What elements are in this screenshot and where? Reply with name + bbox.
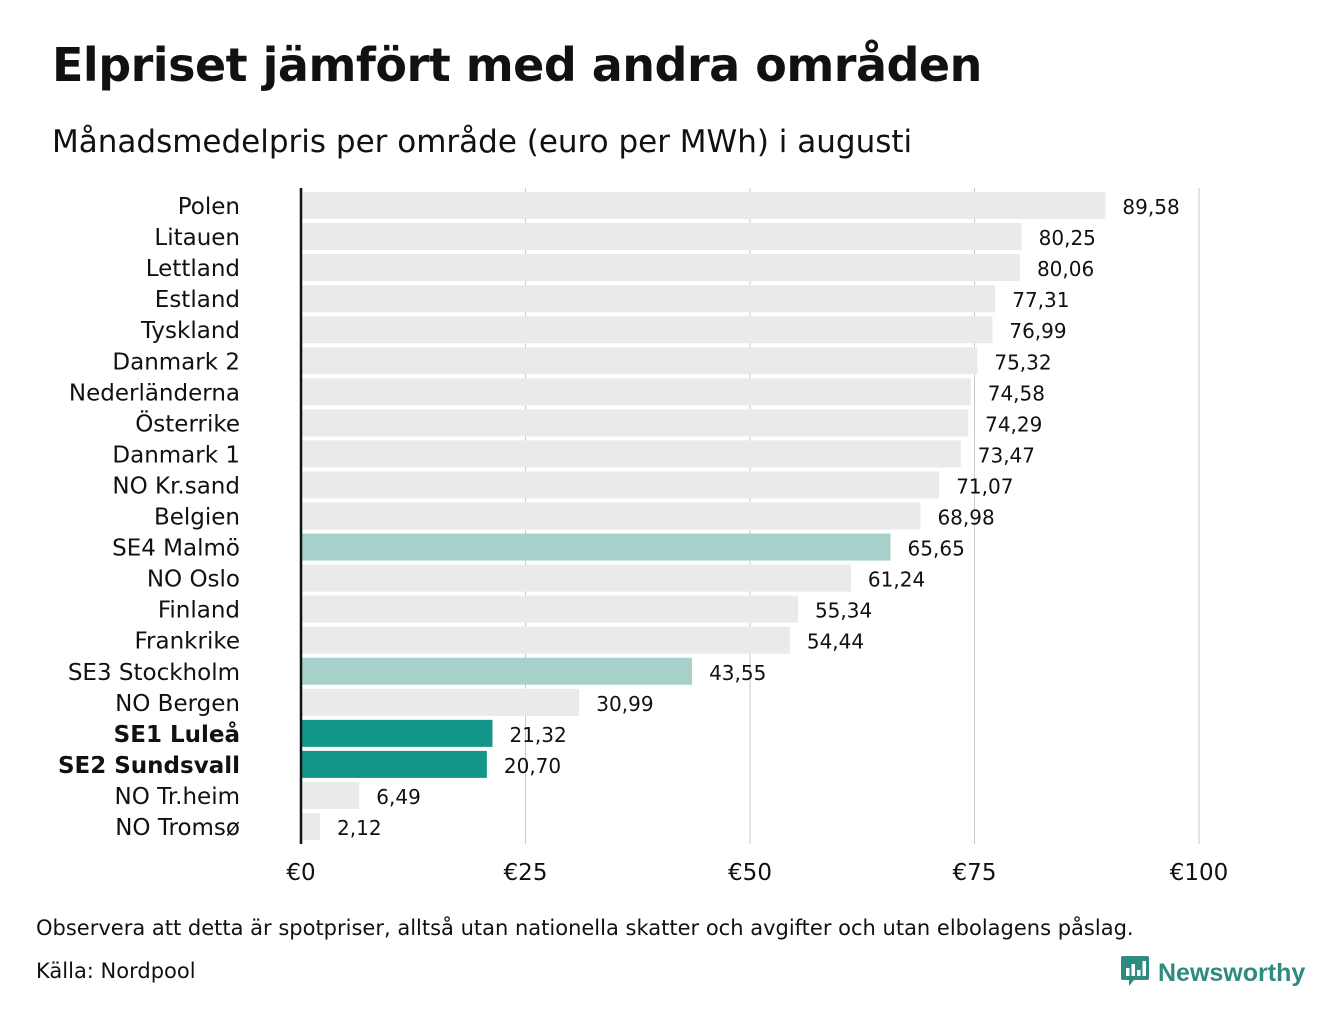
category-label: Polen [178,194,240,220]
bar [301,657,693,685]
x-tick-label: €0 [286,860,315,886]
category-label: Lettland [146,256,240,282]
category-label: NO Bergen [115,691,240,717]
value-label: 2,12 [337,816,382,840]
value-label: 65,65 [908,537,965,561]
category-label: SE1 Luleå [114,721,240,748]
value-label: 74,29 [985,412,1042,436]
newsworthy-logo-icon [1120,954,1150,992]
value-label: 43,55 [709,661,766,685]
bar [301,254,1020,282]
category-label: NO Tr.heim [115,784,240,810]
value-label: 76,99 [1009,319,1066,343]
value-label: 20,70 [504,754,561,778]
brand-name: Newsworthy [1158,958,1306,987]
value-label: 6,49 [376,785,421,809]
category-label: Belgien [154,505,240,531]
category-label: Estland [155,287,240,313]
footnote: Observera att detta är spotpriser, allts… [36,916,1134,940]
value-label: 30,99 [596,692,653,716]
value-label: 77,31 [1012,288,1069,312]
category-label: Österrike [135,409,240,437]
bar [301,719,493,747]
bar [301,688,580,716]
x-tick-label: €25 [504,860,548,886]
bar [301,223,1022,251]
category-label: NO Tromsø [115,815,240,841]
value-label: 54,44 [807,630,864,654]
x-tick-label: €75 [953,860,997,886]
category-label: SE4 Malmö [112,536,240,562]
category-label: NO Oslo [147,567,240,593]
value-labels: 89,58 80,25 80,06 77,31 76,99 75,32 74,58 74,29… [337,195,1180,840]
source-label: Källa: Nordpool [36,959,196,983]
category-label: Finland [158,598,240,624]
value-label: 55,34 [815,599,872,623]
category-label: Nederländerna [69,380,240,406]
value-label: 71,07 [956,474,1013,498]
bar [301,533,891,561]
category-label: SE3 Stockholm [68,660,240,686]
bar [301,192,1106,219]
bar [301,502,921,530]
bar [301,347,978,375]
value-label: 68,98 [937,506,994,530]
value-label: 61,24 [868,568,925,592]
bar [301,564,851,592]
bar [301,626,790,654]
category-label: Tyskland [140,318,240,344]
brand-logo[interactable]: Newsworthy [1120,954,1305,992]
category-label: Danmark 2 [112,349,240,375]
bar [301,440,961,468]
bar [301,813,321,840]
bar [301,750,487,778]
value-label: 80,06 [1037,257,1094,281]
value-label: 73,47 [978,443,1035,467]
category-label: Danmark 1 [112,442,240,468]
bar [301,378,971,406]
value-label: 89,58 [1122,195,1179,219]
value-label: 75,32 [994,350,1051,374]
bar [301,781,360,809]
x-axis-tick-labels: €0 €25 €50 €75 €100 [286,860,1228,886]
category-label: SE2 Sundsvall [58,753,240,779]
value-label: 74,58 [988,381,1045,405]
x-tick-label: €50 [728,860,772,886]
value-label: 21,32 [509,723,566,747]
category-labels: Polen Litauen Lettland Estland Tyskland Danma… [58,194,240,841]
bar [301,471,940,499]
bar [301,285,996,313]
chart-subtitle: Månadsmedelpris per område (euro per MWh… [52,124,913,160]
bar-chart: Polen Litauen Lettland Estland Tyskland Danma… [58,188,1228,886]
bar [301,316,993,344]
value-label: 80,25 [1039,226,1096,250]
bar [301,595,798,623]
chart-title: Elpriset jämfört med andra områden [52,38,982,92]
x-tick-label: €100 [1170,860,1229,886]
category-label: NO Kr.sand [112,473,240,499]
category-label: Litauen [154,225,240,251]
bars [301,192,1106,840]
category-label: Frankrike [135,629,241,655]
bar [301,409,969,437]
